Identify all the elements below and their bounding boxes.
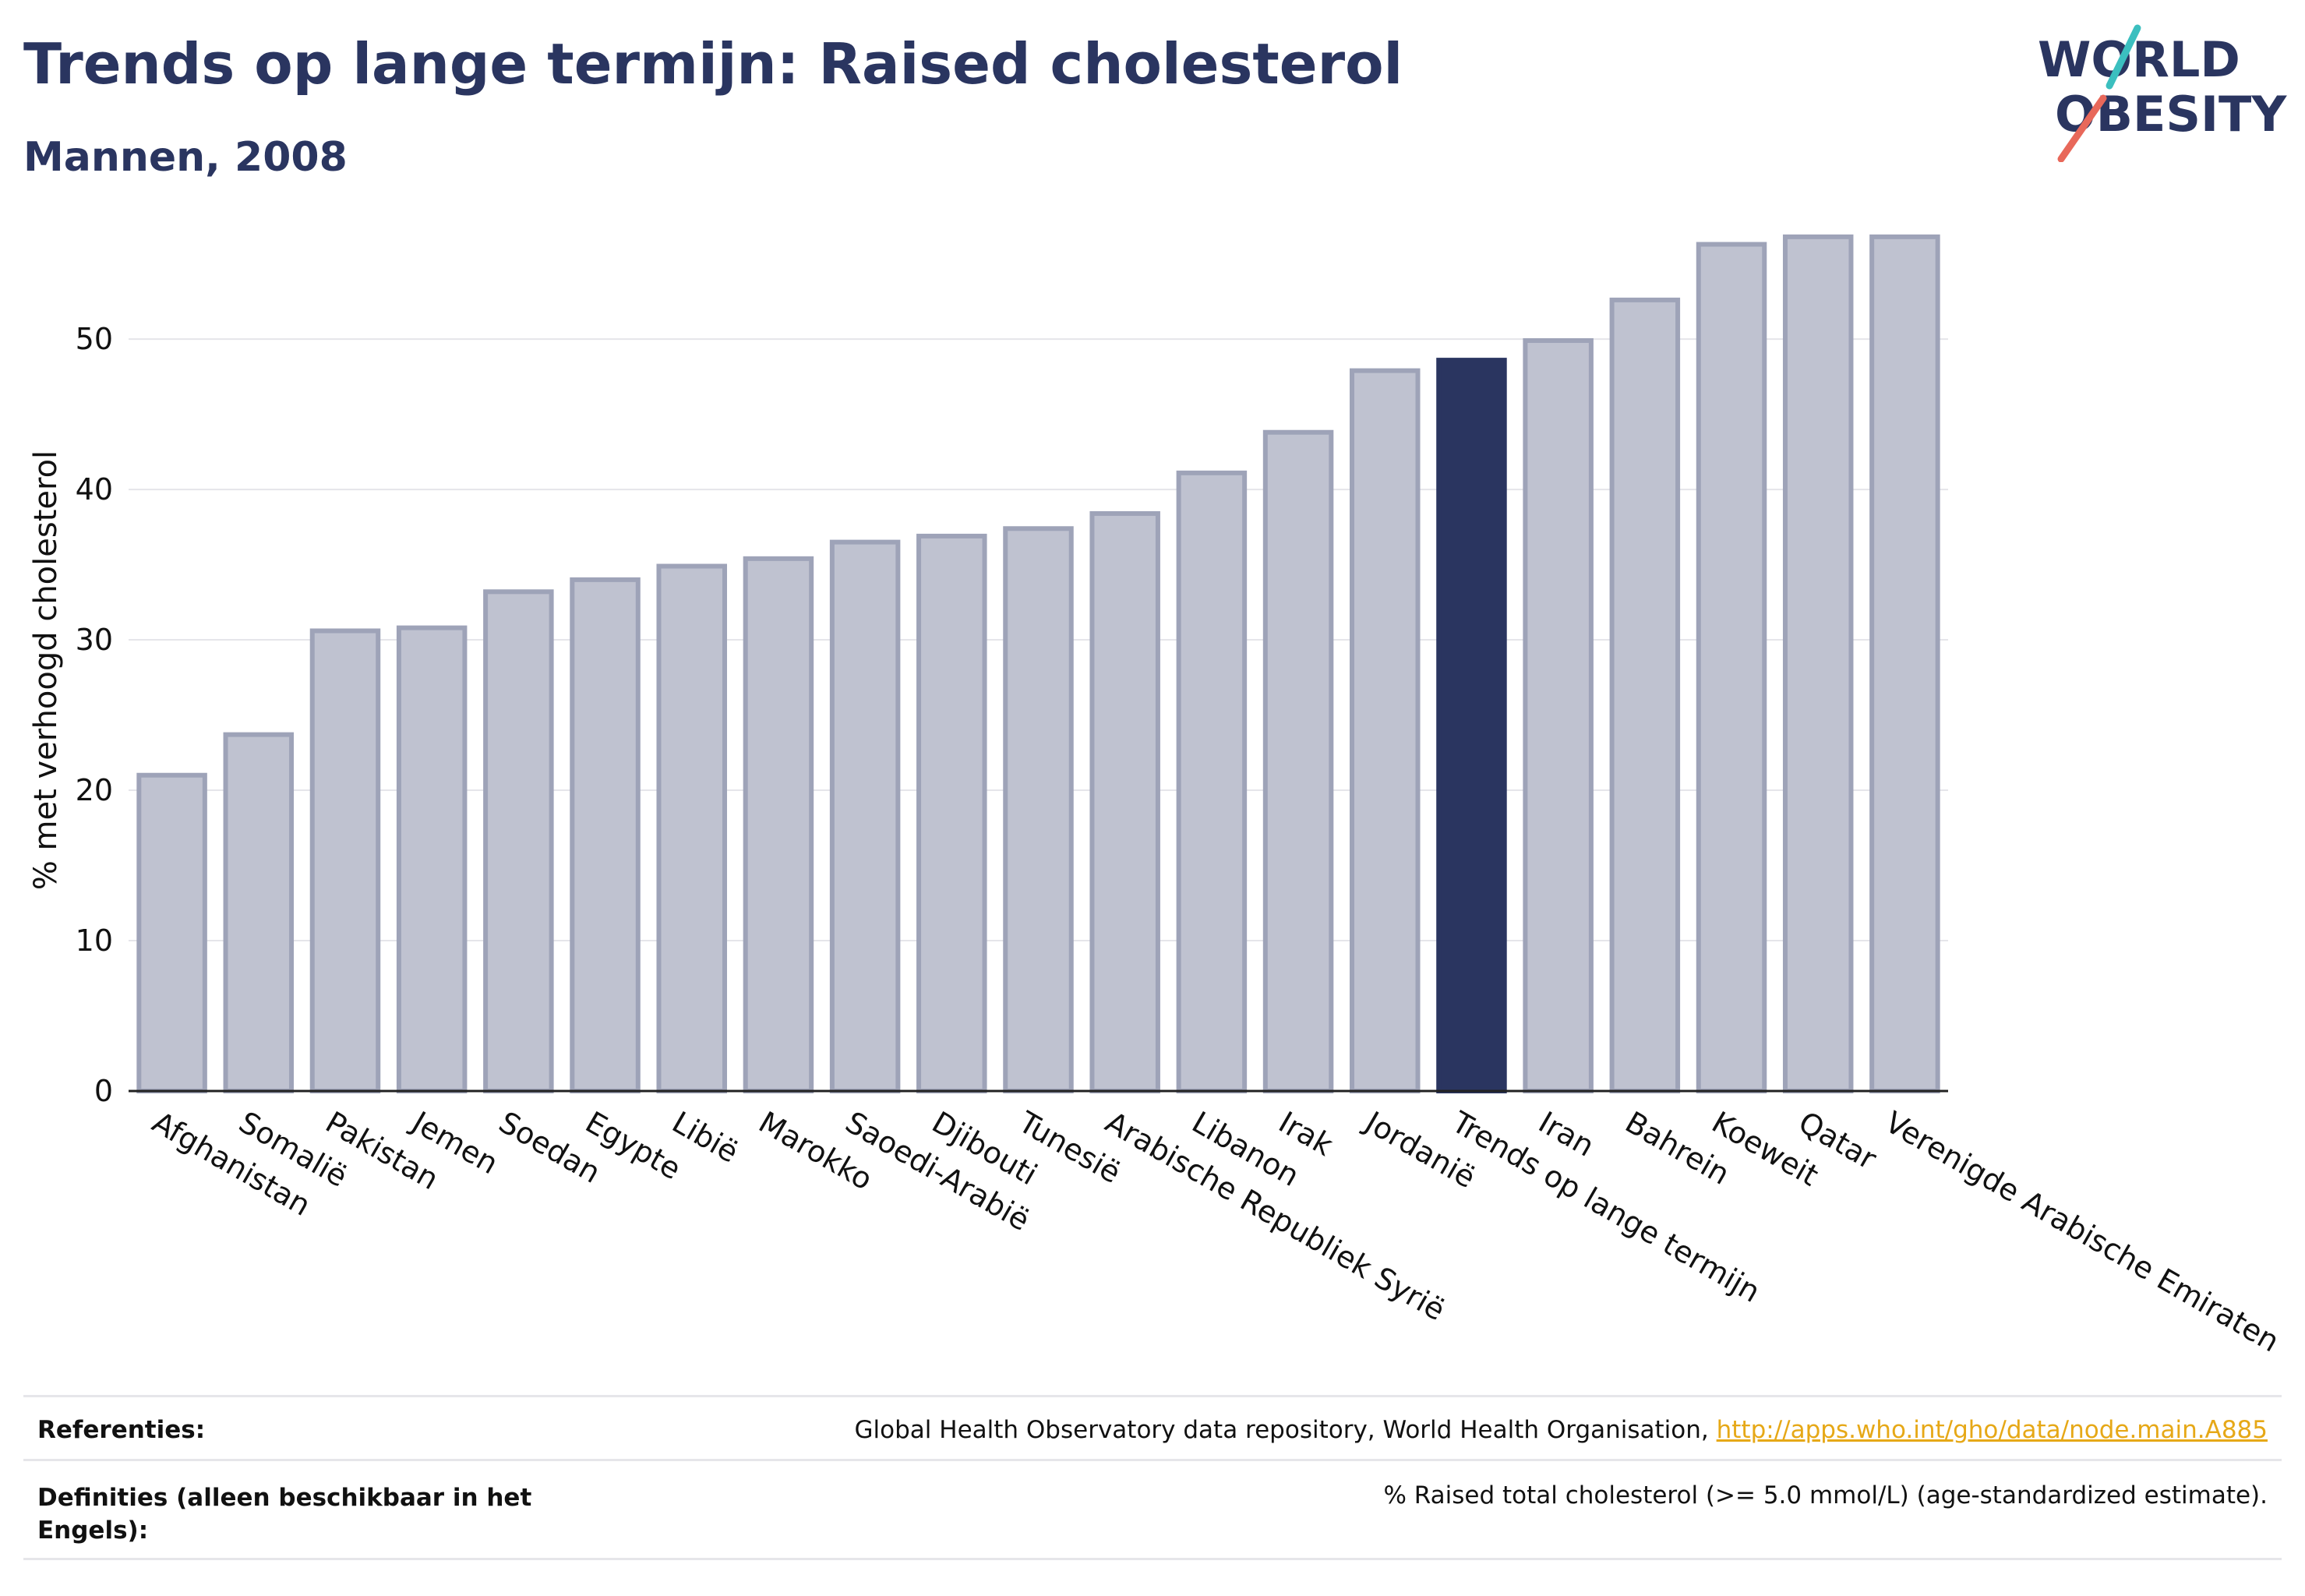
bar [1262,429,1334,1093]
y-tick-label: 0 [94,1074,113,1108]
bar [223,732,295,1093]
y-tick-label: 10 [76,923,113,958]
references-link[interactable]: http://apps.who.int/gho/data/node.main.A… [1716,1416,2268,1444]
bar [1782,234,1854,1094]
logo-accent-teal [2106,24,2141,90]
bar [1696,242,1767,1093]
logo-line1: WORLD [2038,31,2240,88]
bar [136,772,207,1093]
bar [1176,470,1248,1093]
y-tick-label: 40 [76,472,113,507]
bar [1869,234,1940,1094]
logo-accent-red [2057,94,2107,162]
chart-title: Trends op lange termijn: Raised choleste… [23,31,1403,97]
y-tick-label: 20 [76,773,113,807]
bar [396,625,468,1093]
references-text: Global Health Observatory data repositor… [854,1416,1717,1444]
bar [1003,526,1074,1093]
y-tick-label: 50 [76,322,113,356]
bar [916,533,987,1093]
bar [1350,368,1421,1094]
y-tick-label: 30 [76,623,113,657]
bar [1523,338,1594,1094]
bar [1609,297,1681,1093]
references-label: Referenties: [37,1416,206,1444]
chart-subtitle: Mannen, 2008 [23,134,348,181]
bar [743,556,814,1093]
bar [309,628,381,1093]
world-obesity-logo: WORLD OBESITY [2038,24,2287,162]
definitions-text: % Raised total cholesterol (>= 5.0 mmol/… [1383,1481,2268,1509]
x-tick-label: Verenigde Arabische Emiraten [1880,1105,2285,1359]
definitions-label: Definities (alleen beschikbaar in het En… [37,1484,532,1545]
bar [570,577,641,1093]
y-axis-label: % met verhoogd cholesterol [28,450,64,890]
references-row: Referenties: Global Health Observatory d… [23,1395,2282,1461]
definitions-row: Definities (alleen beschikbaar in het En… [23,1459,2282,1560]
references-value: Global Health Observatory data repositor… [855,1416,2268,1444]
bar [483,589,554,1093]
bar [656,563,727,1093]
bar [829,539,901,1093]
bar [1089,510,1160,1093]
bar [1436,358,1507,1093]
